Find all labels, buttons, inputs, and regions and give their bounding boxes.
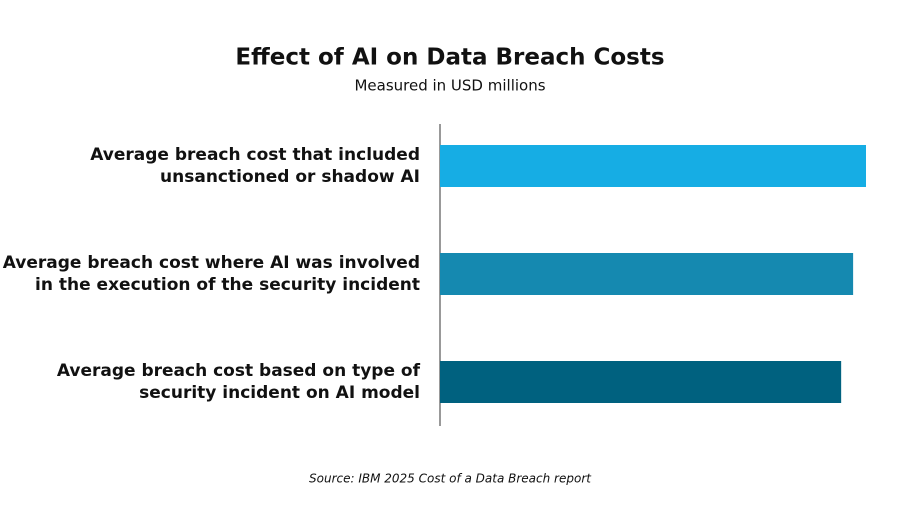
chart-title: Effect of AI on Data Breach Costs [235, 45, 664, 71]
category-label: Average breach cost where AI was involve… [2, 253, 420, 295]
category-label: Average breach cost that included unsanc… [90, 145, 420, 187]
category-label: Average breach cost based on type of sec… [56, 361, 420, 403]
source-note: Source: IBM 2025 Cost of a Data Breach r… [309, 472, 592, 486]
chart-subtitle: Measured in USD millions [354, 77, 545, 95]
bar [440, 145, 866, 187]
bar [440, 361, 842, 403]
bar [440, 253, 854, 295]
